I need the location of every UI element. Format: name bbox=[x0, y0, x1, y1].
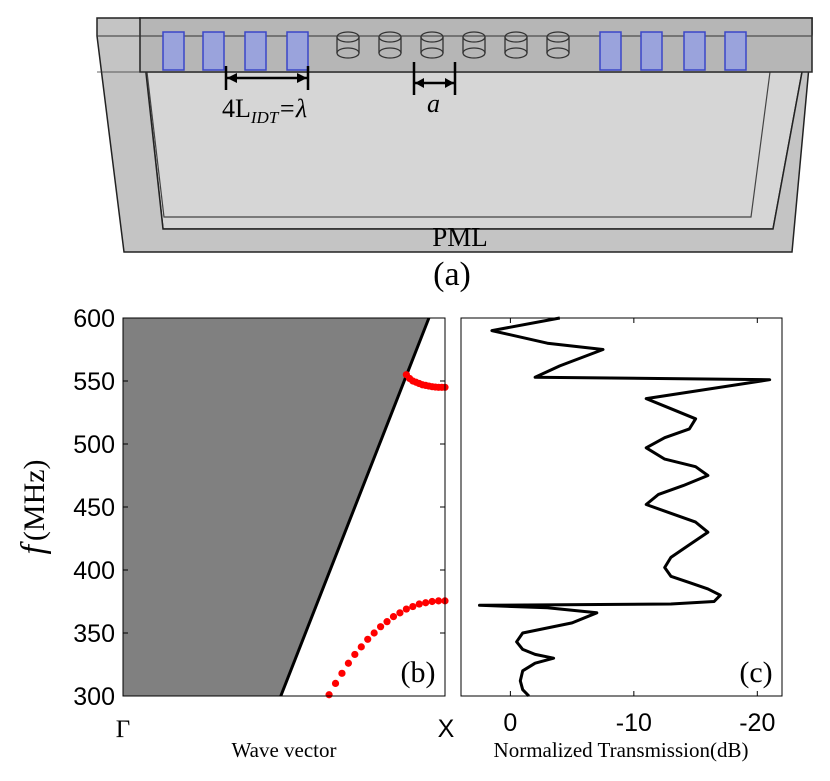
plot-frame-c bbox=[460, 317, 783, 697]
x-tick-label: 0 bbox=[503, 709, 517, 737]
y-tick-label: 550 bbox=[73, 368, 115, 396]
arrowhead-a-right bbox=[445, 78, 454, 88]
lower-band-point bbox=[434, 597, 443, 605]
y-tick-label: 500 bbox=[73, 431, 115, 459]
lower-band-point bbox=[415, 600, 423, 608]
lower-band-point bbox=[370, 629, 378, 637]
x-tick-label: -10 bbox=[616, 709, 652, 737]
y-axis-label: f(MHz) bbox=[15, 459, 52, 554]
lattice-constant-label: a bbox=[427, 89, 440, 118]
band-points bbox=[325, 371, 449, 699]
sound-cone-region bbox=[123, 318, 429, 696]
lower-band-point bbox=[377, 623, 385, 631]
lower-band-point bbox=[364, 635, 372, 643]
idt-electrodes-right bbox=[599, 31, 747, 71]
idt-electrode bbox=[640, 31, 663, 71]
idt-period-dimension: 4LIDT=λ bbox=[222, 66, 310, 127]
idt-electrode bbox=[683, 31, 706, 71]
transmission-curve bbox=[478, 316, 772, 698]
lower-band-point bbox=[357, 643, 365, 651]
lower-band-point bbox=[396, 609, 404, 617]
lower-band-point bbox=[389, 613, 398, 621]
arrowhead-left bbox=[227, 73, 237, 83]
lower-band-point bbox=[344, 659, 352, 667]
idt-electrode bbox=[599, 31, 622, 71]
lower-band-point bbox=[325, 691, 333, 699]
pillar bbox=[462, 31, 486, 59]
band-structure-chart: 300 350 400 450 500 550 600 f(MHz) Γ X Wave ve… bbox=[15, 305, 455, 762]
lattice-constant-dimension: a bbox=[412, 62, 457, 118]
lower-band-point bbox=[428, 597, 436, 606]
lower-band-point bbox=[331, 679, 340, 688]
x-axis-ticks-c: 0 -10 -20 bbox=[503, 318, 775, 737]
pillar bbox=[336, 31, 360, 59]
idt-period-label: 4LIDT=λ bbox=[222, 94, 307, 127]
y-tick-label: 350 bbox=[73, 620, 115, 648]
y-axis-ticks: 300 350 400 450 500 550 600 bbox=[73, 305, 445, 711]
y-tick-label: 450 bbox=[73, 494, 115, 522]
pml-label: PML bbox=[432, 222, 488, 252]
idt-electrode bbox=[244, 31, 267, 71]
top-film-layer bbox=[139, 17, 813, 73]
arrowhead-a-left bbox=[415, 78, 424, 88]
idt-electrode bbox=[202, 31, 225, 71]
idt-electrode bbox=[162, 31, 185, 71]
pillar bbox=[504, 31, 528, 59]
pillar-array bbox=[336, 31, 570, 59]
lower-band-point bbox=[422, 599, 430, 607]
x-axis-label-c: Normalized Transmission(dB) bbox=[494, 738, 749, 762]
arrowhead-right bbox=[297, 73, 307, 83]
y-tick-label: 600 bbox=[73, 305, 115, 333]
x-tick-gamma: Γ bbox=[116, 716, 130, 743]
panel-label-a: (a) bbox=[433, 256, 471, 293]
x-axis-label-b: Wave vector bbox=[232, 738, 337, 762]
y-tick-label: 300 bbox=[73, 683, 115, 711]
idt-electrode bbox=[724, 31, 747, 71]
lower-band-point bbox=[383, 618, 391, 626]
lower-band-point bbox=[338, 669, 346, 677]
lower-band-point bbox=[351, 650, 359, 659]
idt-electrodes-left bbox=[162, 31, 309, 71]
lower-band-point bbox=[402, 605, 410, 613]
transmission-chart: 0 -10 -20 Normalized Transmission(dB) (c) bbox=[460, 316, 783, 762]
pillar bbox=[420, 31, 444, 59]
idt-electrode bbox=[286, 31, 309, 71]
x-tick-label: -20 bbox=[739, 709, 775, 737]
lower-band-point bbox=[409, 602, 417, 611]
x-tick-x: X bbox=[438, 715, 455, 743]
panel-label-b: (b) bbox=[401, 656, 436, 689]
y-tick-label: 400 bbox=[73, 557, 115, 585]
panel-label-c: (c) bbox=[739, 656, 772, 689]
pillar bbox=[378, 31, 402, 59]
pillar bbox=[546, 31, 570, 59]
sound-line bbox=[279, 317, 431, 697]
device-schematic: 4LIDT=λ a PML (a) bbox=[96, 17, 813, 293]
